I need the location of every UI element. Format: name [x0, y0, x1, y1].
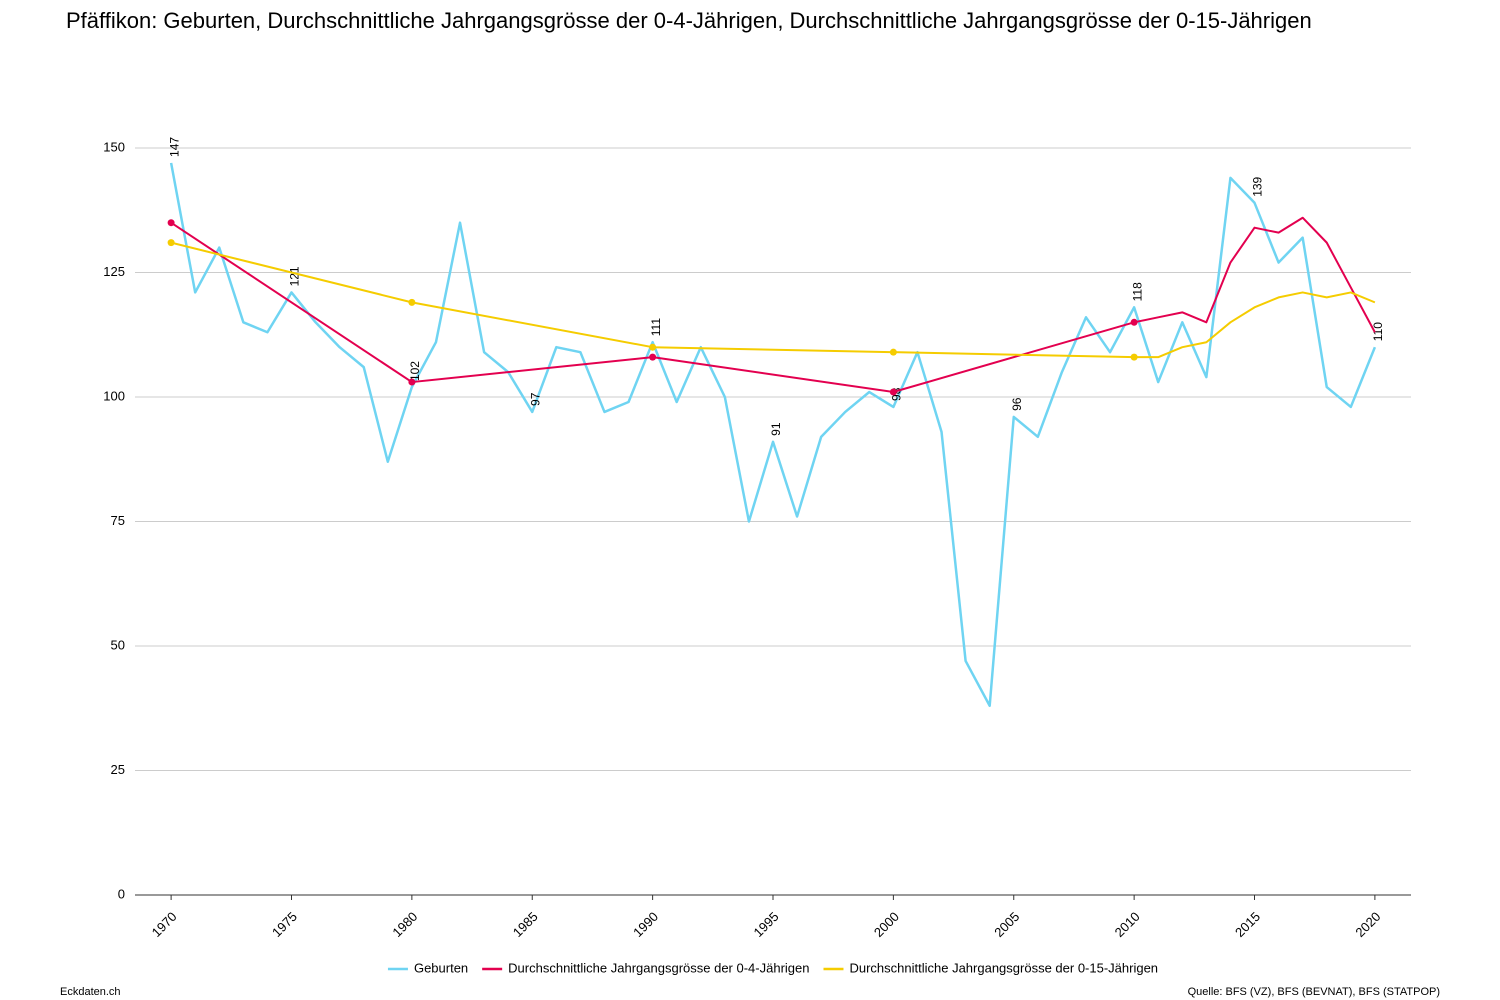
point	[408, 298, 416, 306]
value-label: 118	[1130, 282, 1144, 301]
legend-label: Durchschnittliche Jahrgangsgrösse der 0-…	[849, 960, 1158, 975]
point	[889, 348, 897, 356]
point	[408, 378, 416, 386]
point	[1130, 353, 1138, 361]
x-tick-label: 2000	[871, 909, 902, 940]
x-tick-label: 1995	[750, 909, 781, 940]
point	[167, 219, 175, 227]
x-tick-label: 1980	[389, 909, 420, 940]
y-tick-label: 75	[111, 513, 125, 528]
x-tick-label: 2020	[1352, 909, 1383, 940]
value-label: 111	[649, 318, 663, 337]
legend-label: Geburten	[414, 960, 468, 975]
value-label: 110	[1371, 322, 1385, 341]
legend-label: Durchschnittliche Jahrgangsgrösse der 0-…	[508, 960, 809, 975]
value-label: 121	[288, 266, 302, 286]
x-tick-label: 2005	[991, 909, 1022, 940]
series-line	[169, 162, 1377, 708]
point	[649, 353, 657, 361]
point	[167, 239, 175, 247]
value-label: 102	[408, 361, 422, 381]
x-tick-label: 1985	[510, 909, 541, 940]
brand: Eckdaten.ch	[60, 986, 121, 998]
series-line	[170, 216, 1376, 394]
value-label: 96	[1010, 397, 1024, 411]
y-tick-label: 150	[103, 139, 125, 154]
value-label: 147	[167, 137, 181, 157]
point	[889, 388, 897, 396]
x-tick-label: 1970	[149, 909, 180, 940]
y-tick-label: 125	[103, 264, 125, 279]
value-label: 97	[528, 392, 542, 406]
x-tick-label: 2010	[1112, 909, 1143, 940]
x-tick-label: 1975	[269, 909, 300, 940]
point	[649, 343, 657, 351]
source: Quelle: BFS (VZ), BFS (BEVNAT), BFS (STA…	[1188, 986, 1440, 998]
y-tick-label: 25	[111, 762, 125, 777]
y-tick-label: 100	[103, 388, 125, 403]
y-tick-label: 50	[111, 637, 125, 652]
point	[1130, 318, 1138, 326]
value-label: 91	[769, 422, 783, 436]
x-tick-label: 2015	[1232, 909, 1263, 940]
value-label: 139	[1251, 176, 1265, 196]
series-line	[170, 241, 1376, 359]
chart-title: Pfäffikon: Geburten, Durchschnittliche J…	[66, 8, 1312, 33]
y-tick-label: 0	[118, 886, 125, 901]
x-tick-label: 1990	[630, 909, 661, 940]
